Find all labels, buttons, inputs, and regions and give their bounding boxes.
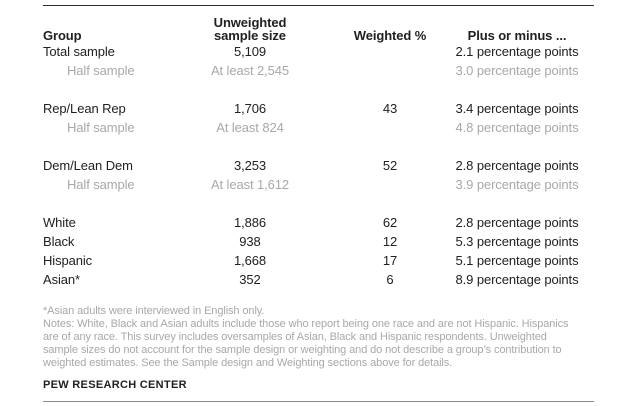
group-cell: Half sample bbox=[67, 120, 135, 135]
header-group: Group bbox=[43, 28, 82, 43]
moe-cell: 2.8 percentage points bbox=[455, 158, 579, 173]
moe-cell: 3.4 percentage points bbox=[455, 101, 579, 116]
table-row: Rep/Lean Rep 1,706 43 3.4 percentage poi… bbox=[43, 99, 594, 118]
group-cell: Total sample bbox=[43, 44, 115, 59]
group-cell: Black bbox=[43, 234, 75, 249]
table-row: Dem/Lean Dem 3,253 52 2.8 percentage poi… bbox=[43, 156, 594, 175]
moe-cell: 5.3 percentage points bbox=[455, 234, 579, 249]
sample-size-cell: 1,706 bbox=[233, 101, 267, 116]
weighted-cell bbox=[340, 175, 440, 194]
table-row: Half sample At least 1,612 3.9 percentag… bbox=[43, 175, 594, 194]
sample-size-cell: 938 bbox=[239, 234, 261, 249]
header-sample-size-line1: Unweighted bbox=[213, 15, 287, 30]
header-sample-size-line2: sample size bbox=[214, 28, 286, 43]
table-row: Asian* 352 6 8.9 percentage points bbox=[43, 270, 594, 289]
footnotes: *Asian adults were interviewed in Englis… bbox=[43, 305, 578, 370]
header-weighted: Weighted % bbox=[353, 28, 427, 43]
moe-cell: 2.1 percentage points bbox=[455, 44, 579, 59]
bottom-rule bbox=[43, 401, 594, 402]
asterisk-footnote: *Asian adults were interviewed in Englis… bbox=[43, 305, 265, 317]
moe-cell: 3.0 percentage points bbox=[455, 63, 579, 78]
header-moe: Plus or minus ... bbox=[467, 28, 567, 43]
group-cell: Half sample bbox=[67, 177, 135, 192]
weighted-cell: 52 bbox=[382, 158, 398, 173]
group-cell: Asian* bbox=[43, 272, 80, 287]
group-cell: Hispanic bbox=[43, 253, 93, 268]
group-cell: White bbox=[43, 215, 76, 230]
sample-size-cell: At least 2,545 bbox=[210, 63, 290, 78]
sample-size-cell: 5,109 bbox=[233, 44, 267, 59]
table-row: Hispanic 1,668 17 5.1 percentage points bbox=[43, 251, 594, 270]
weighted-cell: 43 bbox=[382, 101, 398, 116]
weighted-cell: 62 bbox=[382, 215, 398, 230]
weighted-cell: 17 bbox=[382, 253, 398, 268]
table-row: Total sample 5,109 2.1 percentage points bbox=[43, 42, 594, 61]
moe-cell: 8.9 percentage points bbox=[455, 272, 579, 287]
sample-size-table: Group Unweighted sample size Weighted % … bbox=[43, 6, 594, 289]
group-cell: Rep/Lean Rep bbox=[43, 101, 126, 116]
weighted-cell bbox=[340, 118, 440, 137]
group-cell: Half sample bbox=[67, 63, 135, 78]
moe-cell: 3.9 percentage points bbox=[455, 177, 579, 192]
sample-size-cell: 1,886 bbox=[233, 215, 267, 230]
table-row: Half sample At least 2,545 3.0 percentag… bbox=[43, 61, 594, 80]
source-label: PEW RESEARCH CENTER bbox=[43, 379, 187, 391]
weighted-cell bbox=[340, 42, 440, 61]
table-header-row: Group Unweighted sample size Weighted % … bbox=[43, 6, 594, 42]
table-row: Black 938 12 5.3 percentage points bbox=[43, 232, 594, 251]
sample-size-cell: 1,668 bbox=[233, 253, 267, 268]
moe-cell: 5.1 percentage points bbox=[455, 253, 579, 268]
top-rule bbox=[43, 5, 594, 6]
table-row: Half sample At least 824 4.8 percentage … bbox=[43, 118, 594, 137]
weighted-cell bbox=[340, 61, 440, 80]
sample-size-cell: 3,253 bbox=[233, 158, 267, 173]
moe-cell: 2.8 percentage points bbox=[455, 215, 579, 230]
sample-size-cell: At least 824 bbox=[216, 120, 284, 135]
weighted-cell: 6 bbox=[386, 272, 394, 287]
moe-cell: 4.8 percentage points bbox=[455, 120, 579, 135]
header-sample-size: Unweighted sample size bbox=[160, 16, 340, 42]
weighted-cell: 12 bbox=[382, 234, 398, 249]
table-row: White 1,886 62 2.8 percentage points bbox=[43, 213, 594, 232]
sample-size-cell: 352 bbox=[239, 272, 261, 287]
group-cell: Dem/Lean Dem bbox=[43, 158, 133, 173]
sample-size-cell: At least 1,612 bbox=[210, 177, 290, 192]
notes-text: Notes: White, Black and Asian adults inc… bbox=[43, 318, 569, 369]
